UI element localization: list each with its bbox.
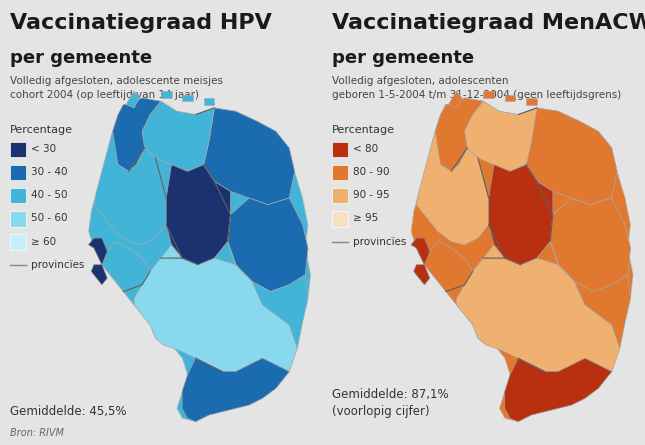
Polygon shape <box>424 241 473 305</box>
Text: Bron: RIVM: Bron: RIVM <box>10 429 64 438</box>
Text: ≥ 60: ≥ 60 <box>31 237 55 247</box>
Polygon shape <box>504 241 631 348</box>
Text: ≥ 95: ≥ 95 <box>353 214 379 223</box>
Bar <box>10 165 26 180</box>
Bar <box>10 234 26 250</box>
Text: provincïes: provincïes <box>353 237 406 247</box>
Polygon shape <box>228 198 308 291</box>
Text: Vaccinatiegraad HPV: Vaccinatiegraad HPV <box>10 13 272 33</box>
Polygon shape <box>435 98 483 171</box>
Polygon shape <box>448 91 462 108</box>
Text: < 80: < 80 <box>353 144 378 154</box>
Polygon shape <box>166 165 230 265</box>
Text: Percentage: Percentage <box>332 125 395 134</box>
Text: < 30: < 30 <box>31 144 55 154</box>
Polygon shape <box>183 94 193 101</box>
Text: 90 - 95: 90 - 95 <box>353 190 390 200</box>
Bar <box>332 211 348 227</box>
Text: 40 - 50: 40 - 50 <box>31 190 67 200</box>
Polygon shape <box>126 91 139 108</box>
Bar <box>10 188 26 203</box>
Polygon shape <box>504 94 515 101</box>
Polygon shape <box>417 131 489 245</box>
Polygon shape <box>504 358 611 422</box>
Polygon shape <box>550 198 631 291</box>
Text: per gemeente: per gemeente <box>332 49 474 67</box>
Text: Gemiddelde: 45,5%: Gemiddelde: 45,5% <box>10 405 126 418</box>
Polygon shape <box>88 98 311 422</box>
Polygon shape <box>94 131 166 245</box>
Polygon shape <box>183 358 289 422</box>
Text: per gemeente: per gemeente <box>10 49 152 67</box>
Text: Vaccinatiegraad MenACWY: Vaccinatiegraad MenACWY <box>332 13 645 33</box>
Polygon shape <box>102 241 150 305</box>
Text: Volledig afgesloten, adolescenten
geboren 1-5-2004 t/m 31-12-2004 (geen leeftijd: Volledig afgesloten, adolescenten gebore… <box>332 76 621 101</box>
Polygon shape <box>204 108 295 205</box>
Bar <box>332 142 348 157</box>
Polygon shape <box>526 98 537 105</box>
Bar <box>10 211 26 227</box>
Text: Gemiddelde: 87,1%
(voorlopig cijfer): Gemiddelde: 87,1% (voorlopig cijfer) <box>332 388 449 418</box>
Text: 50 - 60: 50 - 60 <box>31 214 67 223</box>
Polygon shape <box>411 98 633 422</box>
Polygon shape <box>161 91 172 98</box>
Polygon shape <box>183 241 308 348</box>
Text: 30 - 40: 30 - 40 <box>31 167 67 177</box>
Bar <box>10 142 26 157</box>
Text: Percentage: Percentage <box>10 125 73 134</box>
Text: 80 - 90: 80 - 90 <box>353 167 390 177</box>
Text: provincïes: provincïes <box>31 260 84 270</box>
Polygon shape <box>142 101 214 171</box>
Polygon shape <box>411 238 430 265</box>
Polygon shape <box>483 91 494 98</box>
Polygon shape <box>464 101 537 171</box>
Polygon shape <box>413 265 430 285</box>
Polygon shape <box>134 245 297 372</box>
Bar <box>332 188 348 203</box>
Polygon shape <box>489 165 553 265</box>
Polygon shape <box>88 238 107 265</box>
Polygon shape <box>91 265 107 285</box>
Polygon shape <box>113 98 161 171</box>
Polygon shape <box>526 108 617 205</box>
Polygon shape <box>457 245 620 372</box>
Text: Volledig afgesloten, adolescente meisjes
cohort 2004 (op leeftijd van 14 jaar): Volledig afgesloten, adolescente meisjes… <box>10 76 223 101</box>
Bar <box>332 165 348 180</box>
Polygon shape <box>204 98 214 105</box>
